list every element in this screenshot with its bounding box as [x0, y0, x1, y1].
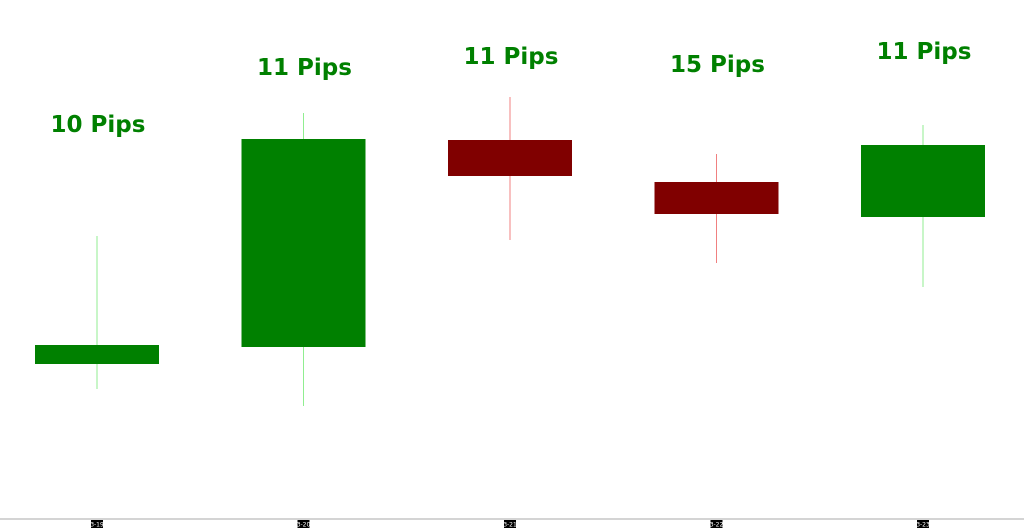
pip-annotation: 11 Pips: [877, 39, 972, 65]
candle-body-3-23: [861, 145, 985, 217]
x-axis-ticks: 3-19 3-20 3-21 3-22 3-23: [90, 520, 930, 529]
x-tick-label: 3-23: [916, 522, 930, 529]
x-tick-label: 3-22: [710, 522, 724, 529]
candles-layer: [35, 97, 985, 406]
x-tick-label-background: [917, 520, 929, 528]
candle-body-3-19: [35, 345, 159, 364]
x-tick-label-background: [297, 520, 310, 528]
pip-annotation: 11 Pips: [464, 44, 559, 70]
x-tick-label-background: [710, 520, 723, 528]
x-tick-label: 3-20: [297, 522, 311, 529]
x-tick-label: 3-21: [503, 522, 517, 529]
candle-body-3-21: [448, 140, 572, 176]
x-tick-label: 3-19: [90, 522, 104, 529]
pip-annotation: 15 Pips: [670, 52, 765, 78]
pip-annotation: 11 Pips: [257, 55, 352, 81]
annotation-layer: 10 Pips 11 Pips 11 Pips 15 Pips 11 Pips: [51, 39, 972, 138]
x-tick-label-background: [504, 520, 516, 528]
candle-body-3-20: [241, 139, 366, 347]
candle-body-3-22: [654, 182, 779, 214]
pip-annotation: 10 Pips: [51, 112, 146, 138]
x-tick-label-background: [91, 520, 103, 528]
